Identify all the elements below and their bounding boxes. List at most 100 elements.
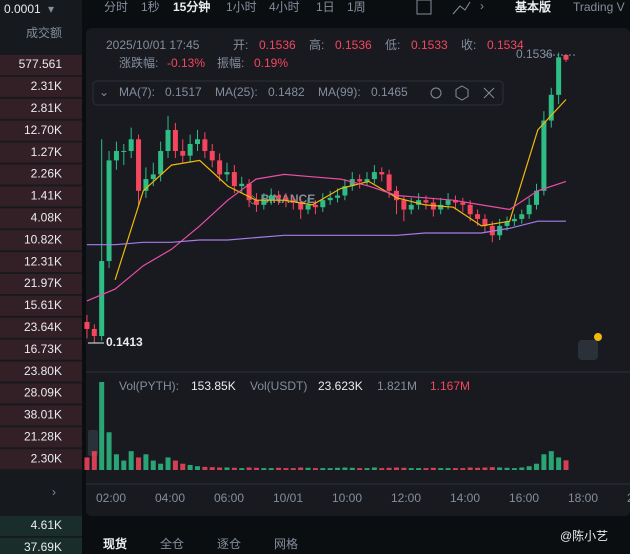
candle-body [231,172,237,187]
volume-bar [209,467,215,470]
mode[interactable]: 基本版 [514,0,551,14]
volume-bar [349,467,355,470]
order-panel [0,0,82,554]
ohlc-value: 0.1536 [259,38,296,52]
volume-bar [364,468,370,470]
indicator-icon[interactable] [452,1,471,15]
row-value: 2.26K [31,167,62,181]
expand-icon[interactable]: › [52,485,56,499]
tool-icon[interactable] [416,0,432,15]
row-tint [0,55,82,75]
volume-bar [563,460,569,470]
volume-bar [128,451,134,470]
row-tint [0,516,82,536]
row-tint [0,142,82,163]
candle-body [504,221,510,226]
volume-bar [386,467,392,470]
candle-body [121,151,127,153]
more-icon[interactable]: › [480,0,484,13]
volume-bar [165,457,171,470]
row-tint [0,98,82,119]
candle-body [224,172,230,175]
ohlc-value: -0.13% [167,56,205,70]
volume-bar [534,463,540,470]
candle-body [423,200,429,203]
ohlc-label: 低: [385,38,400,52]
bottom-tab[interactable]: 全仓 [160,536,184,551]
row-value: 21.97K [24,276,62,290]
candle-body [357,179,363,182]
row-tint [0,164,82,185]
interval-tab[interactable]: 15分钟 [173,0,210,14]
volume-bar [246,467,252,470]
settings-icon[interactable] [455,85,469,101]
volume-bar [217,467,223,470]
volume-bar [312,468,318,470]
interval-tab[interactable]: 1周 [347,0,366,14]
ma-value: 0.1517 [165,85,202,99]
volume-bar [335,467,341,470]
candle-body [312,204,318,208]
interval-tab[interactable]: 1小时 [226,0,257,14]
row-value: 4.61K [31,518,62,532]
volume-bar [504,467,510,470]
row-value: 28.09K [24,386,62,400]
visibility-icon[interactable] [430,87,442,99]
volume-bar [268,468,274,470]
volume-bar [253,467,259,470]
volume-bar [416,468,422,470]
volume-bar [475,467,481,470]
candle-body [563,55,569,60]
candle-body [452,200,458,203]
volume-bar [526,466,532,470]
interval-tab[interactable]: 1日 [316,0,335,14]
ma-label: MA(25): [215,85,258,99]
precision[interactable]: 0.0001 [4,2,41,16]
volume-bar [438,468,444,470]
row-value: 10.82K [24,232,62,246]
candle-body [195,139,200,144]
volume-legend: 153.85K [191,379,236,393]
candle-body [143,179,149,191]
candle-body [519,214,525,219]
candle-body [482,218,488,226]
volume-bar [290,468,296,470]
ma-value: 0.1465 [371,85,408,99]
note-button[interactable] [578,340,598,360]
row-value: 12.31K [24,254,62,268]
volume-bar [497,467,503,470]
close-icon[interactable] [483,87,495,99]
row-value: 4.08K [31,210,62,224]
candle-body [408,204,414,210]
bottom-tab[interactable]: 现货 [103,536,127,551]
volume-bar [150,460,156,470]
bottom-tab[interactable]: 网格 [274,536,298,551]
alt-mode[interactable]: Trading V [573,0,625,14]
time-label: 10/01 [273,491,303,505]
row-value: 16.73K [24,342,62,356]
bottom-tab[interactable]: 逐仓 [217,537,241,551]
volume-bar [283,468,289,470]
candle-body [548,94,554,121]
volume-bar [556,457,562,470]
dropdown-icon[interactable]: ▾ [48,2,54,16]
volume-bar [452,468,458,470]
candle-body [475,214,481,219]
ma-label: MA(99): [318,85,361,99]
interval-tab[interactable]: 分时 [104,0,128,14]
candle-body [438,204,444,210]
candle-body [106,160,112,262]
volume-bar [202,466,208,470]
time-label: 04:00 [155,491,185,505]
interval-tab[interactable]: 4小时 [269,0,300,14]
candle-body [209,151,215,161]
volume-bar [195,466,200,470]
time-label: 06:00 [214,491,244,505]
interval-tab[interactable]: 1秒 [141,0,160,14]
candle-body [128,139,134,152]
candle-body [187,143,193,156]
collapse-icon[interactable]: ⌄ [99,85,109,99]
pane-toggle[interactable] [88,430,98,456]
volume-bar [511,468,517,470]
row-value: 23.80K [24,364,62,378]
